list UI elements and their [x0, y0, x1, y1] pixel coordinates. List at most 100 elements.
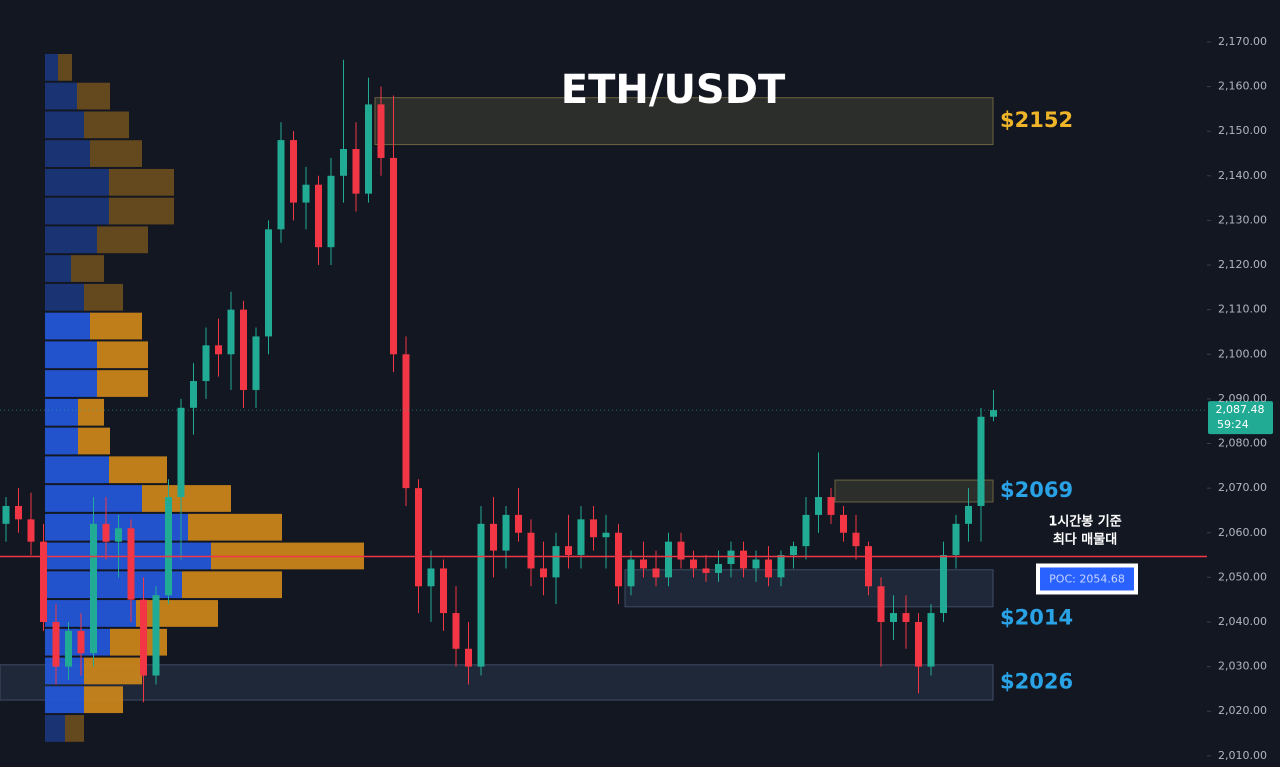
y-tick-label: 2,030.00 — [1218, 660, 1267, 673]
candle-body — [552, 546, 560, 578]
candle-body — [252, 336, 260, 390]
profile-up — [45, 140, 90, 167]
zones: $2152 $2069 $2014 $2026 — [0, 97, 1073, 701]
candle-body — [652, 568, 660, 578]
candle-body — [15, 505, 22, 520]
candle-body — [540, 568, 547, 578]
candle-body — [977, 416, 985, 506]
profile-down — [65, 715, 84, 742]
zone-label: $2026 — [1000, 669, 1073, 693]
profile-up — [45, 398, 78, 426]
countdown: 59:24 — [1217, 418, 1249, 431]
candle-body — [890, 613, 897, 622]
candle-body — [240, 309, 247, 390]
profile-up — [45, 456, 109, 484]
y-tick-label: 2,070.00 — [1218, 481, 1267, 494]
candle-body — [865, 546, 872, 587]
candle-body — [340, 149, 347, 176]
profile-down — [90, 140, 142, 167]
candle-body — [515, 514, 522, 533]
candle-body — [265, 229, 272, 337]
candle-body — [765, 559, 772, 578]
profile-down — [84, 111, 129, 139]
candle-body — [377, 104, 385, 158]
zone-label: $2069 — [1000, 478, 1073, 502]
candle-body — [827, 497, 835, 515]
candle-body — [915, 621, 922, 667]
candle-body — [327, 175, 335, 248]
candle-body — [152, 595, 160, 676]
candle-body — [440, 568, 447, 614]
zone — [0, 664, 994, 701]
candle-body — [190, 381, 197, 408]
poc-box — [1040, 567, 1134, 591]
candle-body — [115, 528, 122, 542]
profile-up — [45, 53, 58, 81]
profile-up — [45, 341, 97, 369]
candle-body — [777, 555, 785, 578]
candle-body — [277, 140, 285, 230]
profile-up — [45, 427, 78, 455]
candle-body — [315, 184, 322, 248]
candles — [2, 59, 997, 703]
y-tick-label: 2,110.00 — [1218, 303, 1267, 316]
candle-body — [202, 345, 210, 382]
candle-body — [177, 407, 185, 498]
profile-down — [84, 283, 123, 311]
y-tick-label: 2,140.00 — [1218, 169, 1267, 182]
profile-up — [45, 370, 97, 397]
candle-body — [77, 630, 85, 654]
candle-body — [502, 514, 510, 551]
candle-body — [927, 613, 935, 667]
candle-body — [527, 532, 535, 569]
y-tick-label: 2,090.00 — [1218, 392, 1267, 405]
candle-body — [452, 613, 460, 649]
profile-down — [188, 513, 282, 541]
profile-down — [71, 255, 104, 282]
y-tick-label: 2,160.00 — [1218, 80, 1267, 93]
profile-down — [142, 485, 231, 512]
candle-body — [490, 523, 497, 551]
profile-down — [97, 341, 148, 369]
candle-body — [215, 345, 222, 355]
candle-body — [590, 519, 597, 538]
candle-body — [465, 648, 472, 667]
profile-down — [78, 427, 110, 455]
zone-label: $2014 — [1000, 605, 1073, 629]
y-tick-label: 2,150.00 — [1218, 124, 1267, 137]
profile-down — [58, 53, 72, 81]
candle-body — [702, 568, 710, 573]
zone-label: $2152 — [1000, 108, 1073, 132]
candle-body — [65, 630, 72, 667]
profile-up — [45, 168, 109, 196]
candle-body — [140, 599, 147, 676]
candle-body — [2, 505, 10, 524]
profile-down — [109, 197, 174, 225]
candle-body — [365, 104, 372, 194]
y-tick-label: 2,050.00 — [1218, 570, 1267, 583]
profile-down — [109, 168, 174, 196]
candle-body — [952, 523, 960, 556]
poc-label: POC: 2054.68 — [1049, 572, 1125, 585]
zone — [834, 479, 994, 503]
last-price-label: 2,087.48 — [1216, 403, 1265, 416]
candle-body — [965, 505, 972, 524]
profile-up — [45, 82, 77, 110]
candle-body — [615, 532, 622, 587]
y-tick-label: 2,080.00 — [1218, 437, 1267, 450]
profile-down — [84, 686, 123, 714]
zone — [374, 97, 994, 146]
candle-body — [902, 613, 910, 622]
candle-body — [165, 497, 172, 596]
candle-body — [227, 309, 235, 355]
profile-down — [77, 82, 110, 110]
candle-body — [990, 410, 997, 417]
candle-body — [790, 546, 797, 556]
profile-up — [45, 657, 84, 685]
candle-body — [840, 514, 847, 533]
candle-body — [52, 621, 60, 667]
profile-up — [45, 283, 84, 311]
candle-body — [415, 488, 422, 587]
candle-body — [815, 497, 822, 515]
